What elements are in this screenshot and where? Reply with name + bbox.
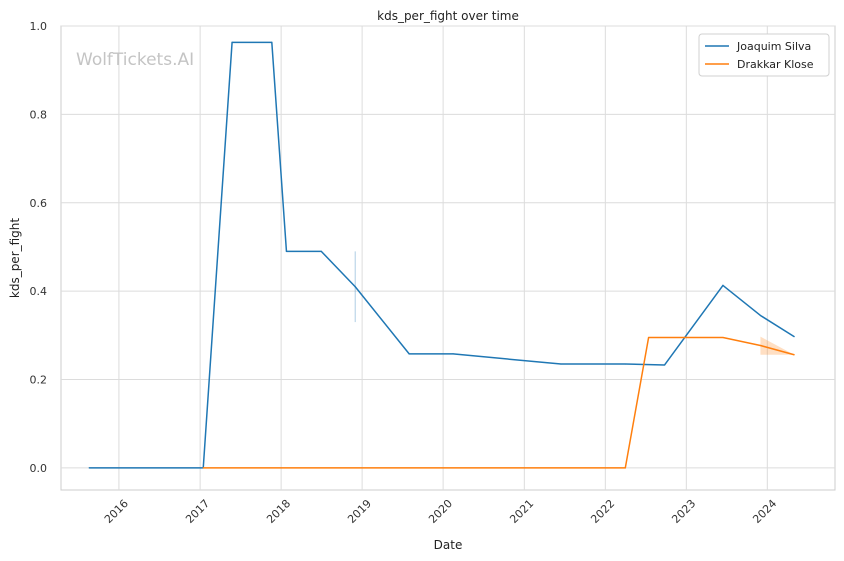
chart-title: kds_per_fight over time	[377, 9, 519, 23]
y-tick-label: 0.2	[30, 374, 48, 387]
data-point-joaquim-silva	[793, 336, 795, 338]
data-point-drakkar-klose	[793, 354, 795, 356]
data-point-joaquim-silva	[320, 250, 322, 252]
plot-area	[60, 25, 836, 491]
y-axis-label: kds_per_fight	[8, 218, 22, 299]
data-point-joaquim-silva	[271, 41, 273, 43]
data-point-joaquim-silva	[408, 353, 410, 355]
watermark: WolfTickets.AI	[76, 50, 194, 70]
data-point-joaquim-silva	[285, 250, 288, 252]
y-tick-label: 1.0	[30, 20, 48, 33]
series-line-drakkar-klose	[203, 336, 795, 469]
series-lines	[88, 41, 795, 469]
legend-label-drakkar-klose: Drakkar Klose	[737, 58, 814, 71]
error-band-drakkar-klose	[760, 336, 795, 355]
data-point-joaquim-silva	[231, 41, 233, 43]
data-point-drakkar-klose	[722, 336, 724, 339]
data-point-joaquim-silva	[452, 353, 454, 355]
data-point-joaquim-silva	[560, 363, 562, 365]
x-axis-label: Date	[434, 538, 463, 552]
data-point-drakkar-klose	[759, 344, 762, 347]
legend-box	[698, 33, 830, 77]
legend: Joaquim Silva Drakkar Klose	[698, 33, 830, 77]
y-tick-label: 0.4	[30, 285, 48, 298]
legend-label-joaquim-silva: Joaquim Silva	[736, 40, 811, 53]
data-point-joaquim-silva	[88, 467, 90, 469]
y-tick-label: 0.6	[30, 197, 48, 210]
data-point-joaquim-silva	[663, 364, 666, 366]
data-point-joaquim-silva	[722, 284, 724, 286]
data-point-drakkar-klose	[624, 467, 626, 469]
data-point-joaquim-silva	[759, 314, 762, 317]
y-tick-label: 0.8	[30, 108, 48, 121]
data-point-drakkar-klose	[202, 467, 204, 469]
data-point-drakkar-klose	[648, 336, 650, 339]
data-point-joaquim-silva	[624, 363, 626, 365]
y-tick-labels: 0.0 0.2 0.4 0.6 0.8 1.0	[30, 20, 48, 475]
data-point-joaquim-silva	[354, 286, 356, 288]
y-tick-label: 0.0	[30, 462, 48, 475]
